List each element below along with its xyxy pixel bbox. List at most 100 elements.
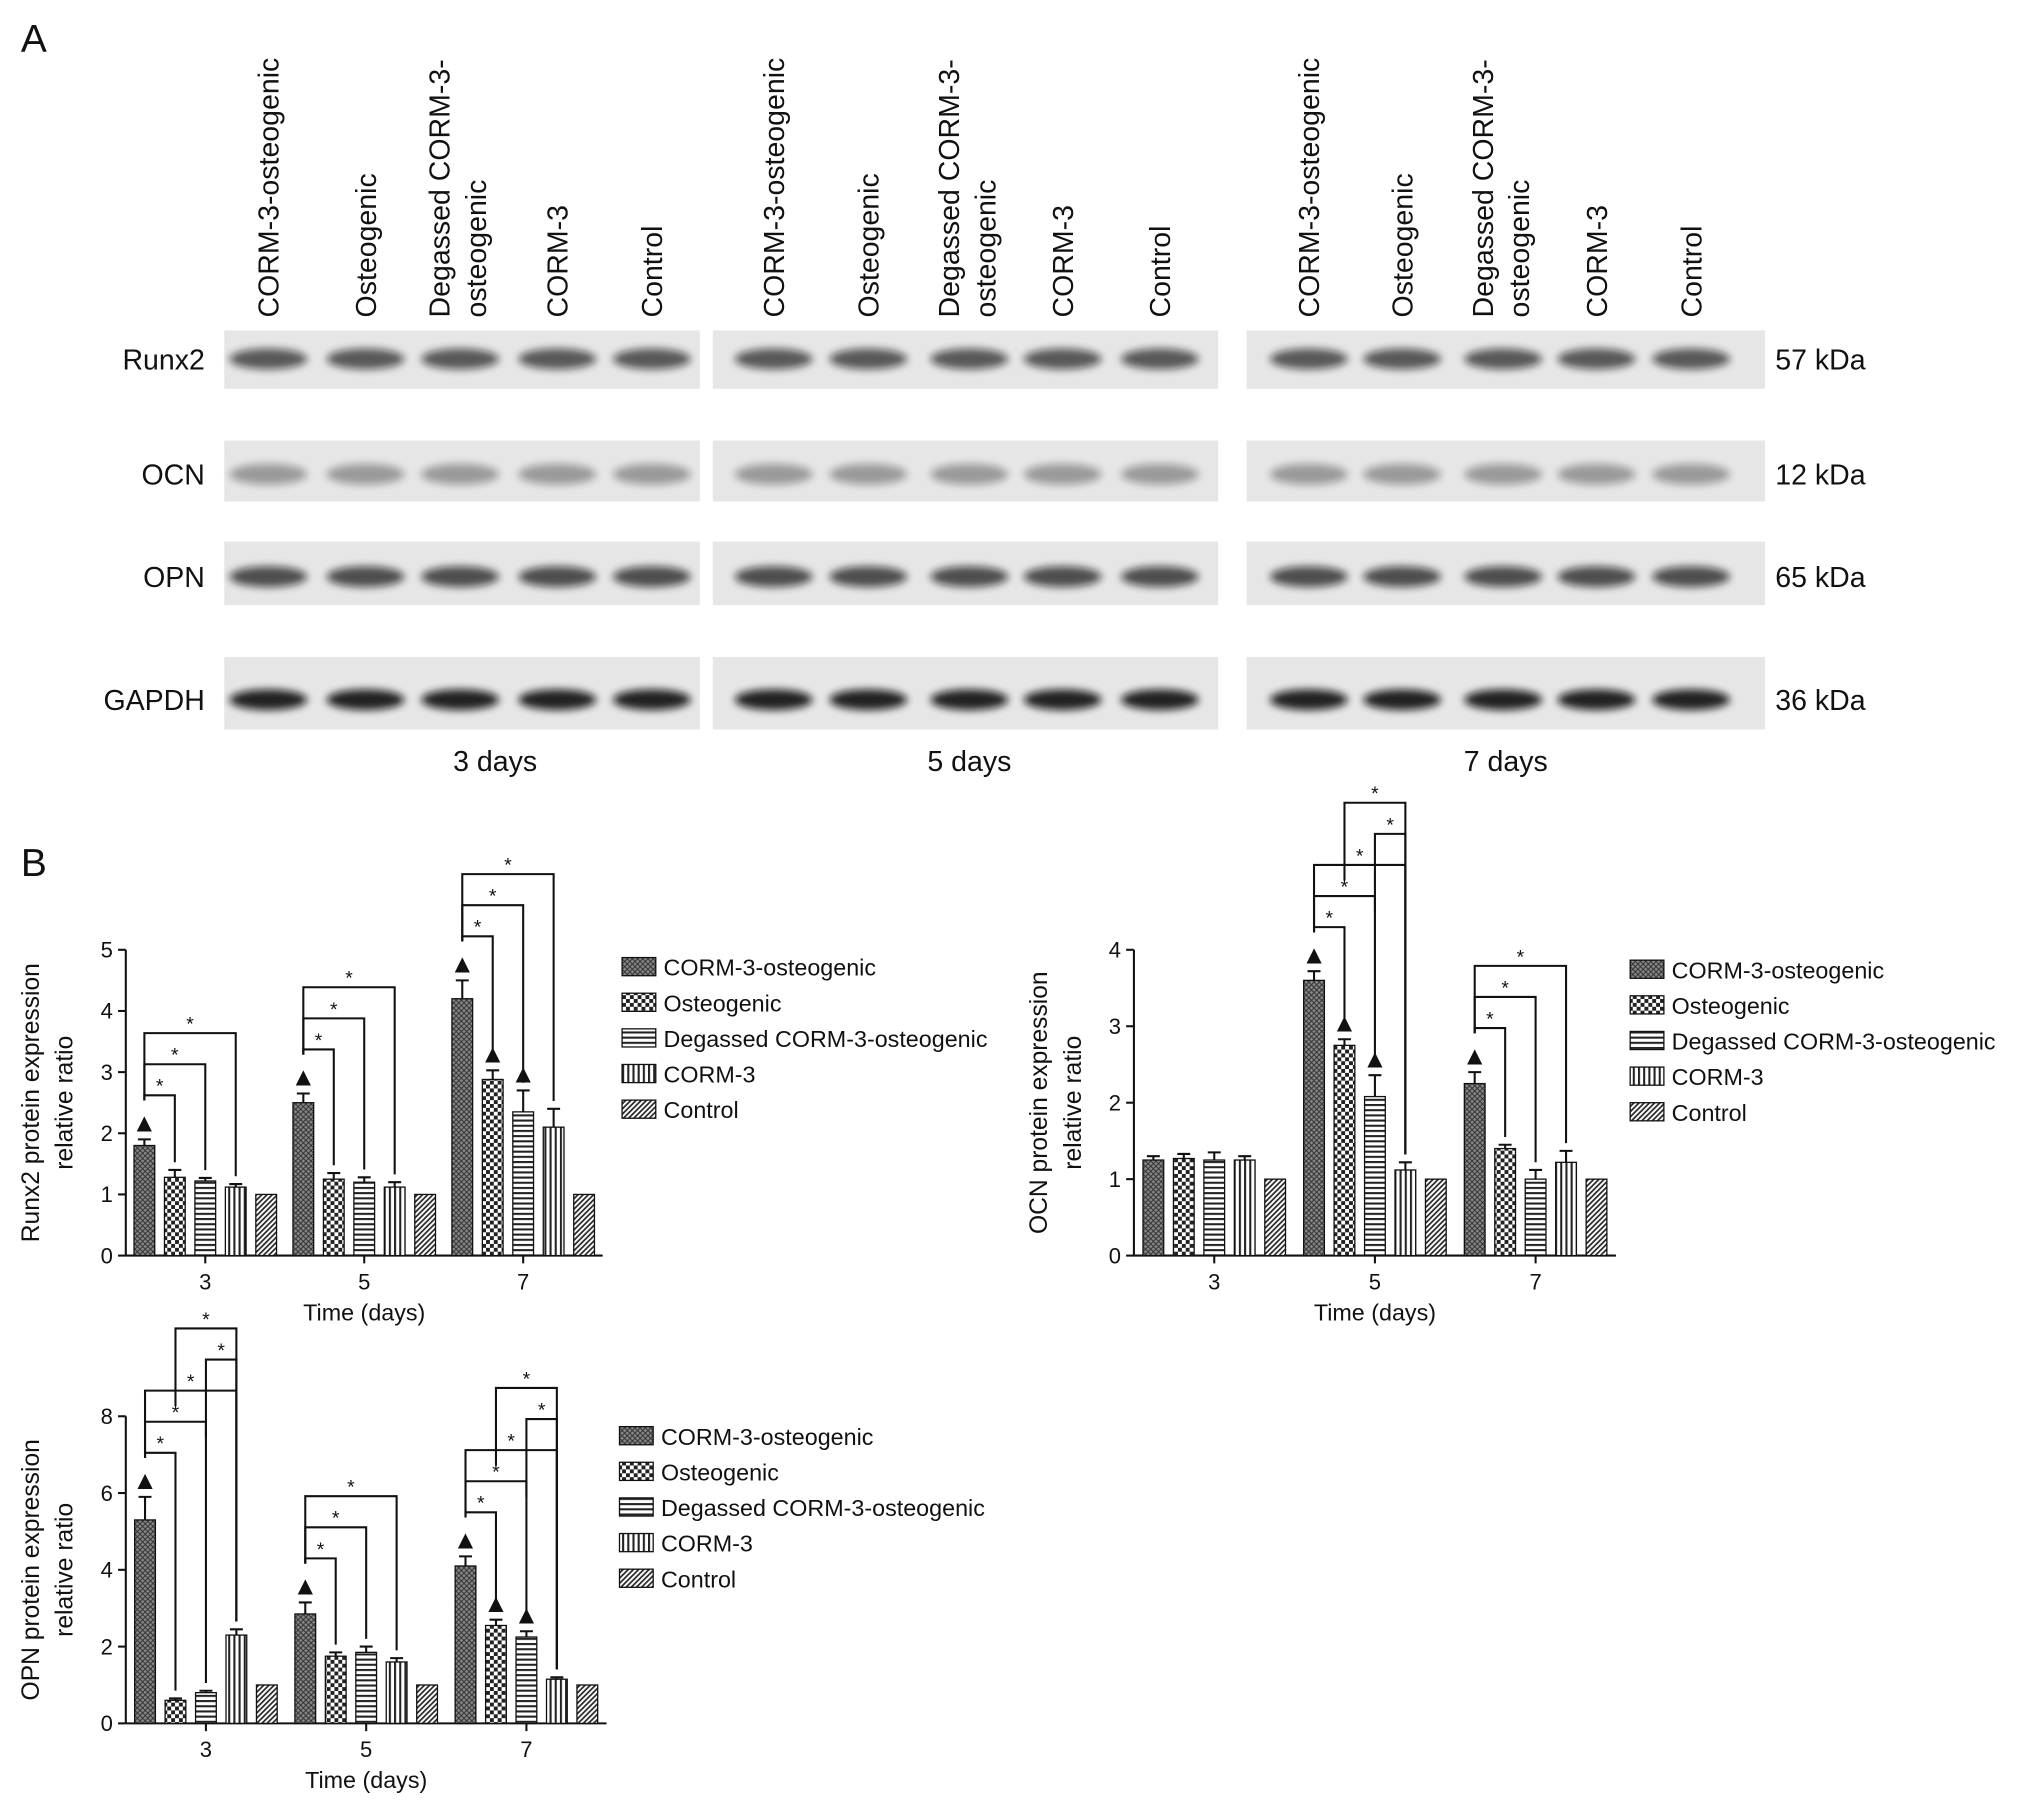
blot-band <box>1120 348 1199 370</box>
blot-band <box>229 566 308 587</box>
significance-label: * <box>1341 876 1349 898</box>
significance-label: * <box>171 1045 179 1067</box>
significance-label: * <box>332 1508 340 1530</box>
legend-label: CORM-3-osteogenic <box>661 1424 874 1450</box>
significance-label: * <box>315 1030 323 1052</box>
y-axis-label: OCN protein expression <box>1026 971 1053 1234</box>
error-bar <box>550 1676 564 1680</box>
blot-band <box>421 463 499 485</box>
lane-label: CORM-3 <box>543 205 575 317</box>
error-bar <box>1368 1074 1382 1097</box>
significance-label: * <box>156 1076 164 1098</box>
legend-swatch <box>621 992 657 1012</box>
y-tick-label: 2 <box>1109 1090 1121 1115</box>
significance-bracket <box>143 1389 238 1622</box>
significance-label: * <box>538 1399 546 1421</box>
significance-bracket <box>461 873 555 1102</box>
blot-band <box>421 689 499 711</box>
protein-label: OPN <box>143 562 205 594</box>
bar <box>255 1193 278 1257</box>
y-tick-label: 8 <box>101 1404 113 1429</box>
size-label: 65 kDa <box>1775 562 1865 594</box>
panel-label: A <box>21 18 47 61</box>
significance-marker: ▲ <box>132 1110 158 1138</box>
timepoint-label: 7 days <box>1464 746 1548 778</box>
blot-band <box>829 566 908 587</box>
bar <box>1394 1169 1417 1257</box>
significance-label: * <box>347 1477 355 1499</box>
bar <box>322 1178 345 1257</box>
bar <box>134 1519 157 1725</box>
blot-band <box>229 348 308 370</box>
error-bar <box>1498 1143 1512 1149</box>
y-axis-label: OPN protein expression <box>18 1439 45 1700</box>
bar <box>414 1193 437 1257</box>
y-axis-label: Runx2 protein expression <box>18 963 45 1242</box>
significance-label: * <box>217 1340 225 1362</box>
significance-marker: ▲ <box>1301 941 1327 969</box>
significance-label: * <box>504 855 512 877</box>
significance-marker: ▲ <box>292 1573 318 1601</box>
bar <box>1172 1157 1195 1257</box>
blot-band <box>1464 566 1543 587</box>
error-bar <box>298 1601 312 1614</box>
bar <box>1233 1159 1256 1257</box>
legend-label: Degassed CORM-3-osteogenic <box>661 1495 985 1521</box>
blot-band <box>734 566 813 587</box>
x-axis-label: Time (days) <box>1314 1299 1436 1325</box>
legend-label: CORM-3 <box>664 1062 756 1088</box>
y-tick-label: 6 <box>101 1481 113 1506</box>
legend-swatch <box>621 1063 657 1084</box>
significance-label: * <box>202 1309 210 1331</box>
blot-band <box>326 689 405 711</box>
x-tick-label: 3 <box>1208 1269 1220 1294</box>
blot-band <box>326 348 405 370</box>
lane-label: Osteogenic <box>351 173 383 317</box>
bar <box>1494 1147 1517 1257</box>
bar <box>515 1636 538 1725</box>
lane-label: Control <box>1676 226 1708 318</box>
legend-swatch <box>621 1028 657 1048</box>
significance-label: * <box>1386 814 1394 836</box>
x-tick-label: 5 <box>1369 1269 1381 1294</box>
y-tick-label: 3 <box>101 1060 113 1085</box>
error-bar <box>388 1181 402 1188</box>
significance-marker: ▲ <box>449 951 475 979</box>
significance-label: * <box>1501 977 1509 999</box>
blot-band <box>518 463 597 485</box>
blot-band <box>1557 566 1636 587</box>
bar <box>383 1186 406 1257</box>
y-tick-label: 2 <box>101 1121 113 1146</box>
significance-label: * <box>330 999 338 1021</box>
significance-label: * <box>172 1402 180 1424</box>
legend-swatch <box>621 1099 657 1119</box>
blot-band <box>1363 463 1442 485</box>
y-tick-label: 5 <box>101 938 113 963</box>
bar <box>355 1651 378 1725</box>
blot-band <box>1363 566 1442 587</box>
lane-label: Control <box>637 226 669 318</box>
lane-label: osteogenic <box>970 180 1002 318</box>
x-tick-label: 3 <box>200 1737 212 1762</box>
significance-bracket <box>464 1449 558 1670</box>
significance-label: * <box>1486 1008 1494 1030</box>
blot-band <box>1363 689 1442 711</box>
bar <box>1363 1095 1386 1257</box>
blot-band <box>326 463 405 485</box>
legend-swatch <box>618 1568 654 1588</box>
x-tick-label: 7 <box>520 1737 532 1762</box>
x-tick-label: 7 <box>1529 1269 1541 1294</box>
error-bar <box>168 1168 182 1178</box>
blot-band <box>1652 566 1730 587</box>
blot-band <box>1269 566 1348 587</box>
blot-band <box>1652 463 1730 485</box>
legend-swatch <box>618 1461 654 1482</box>
bar <box>512 1111 535 1257</box>
significance-label: * <box>492 1462 500 1484</box>
blot-band <box>1557 463 1636 485</box>
bar <box>1303 979 1326 1257</box>
x-tick-label: 5 <box>360 1737 372 1762</box>
protein-label: GAPDH <box>103 685 204 717</box>
error-bar <box>199 1689 213 1693</box>
